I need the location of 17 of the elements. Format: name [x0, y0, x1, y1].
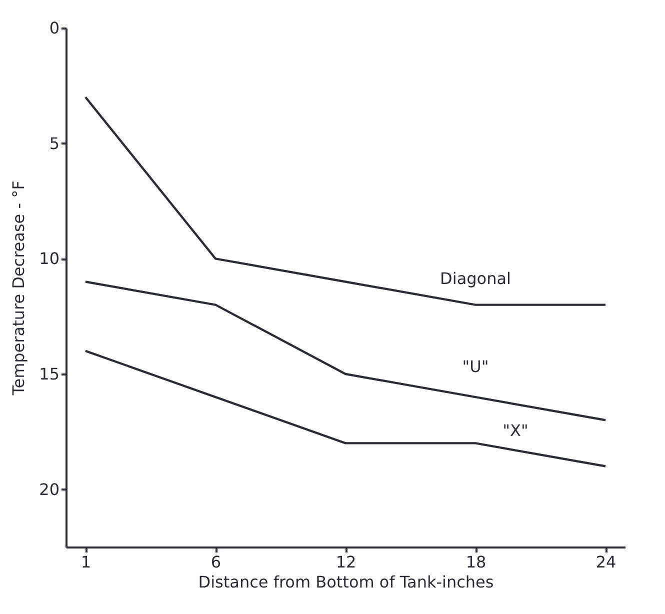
series-label: "X" — [502, 421, 528, 440]
series-label: "U" — [462, 357, 489, 376]
x-tick-label: 12 — [336, 552, 356, 572]
y-tick-label: 5 — [49, 134, 60, 153]
x-tick-label: 24 — [596, 552, 616, 572]
y-axis-title: Temperature Decrease - °F — [9, 180, 28, 396]
x-axis-title: Distance from Bottom of Tank-inches — [198, 572, 494, 592]
y-tick-label: 15 — [39, 364, 60, 384]
x-tick-label: 1 — [80, 552, 92, 572]
x-tick-label: 18 — [466, 552, 486, 572]
line-series — [84, 96, 607, 306]
y-tick-label: 0 — [49, 18, 60, 38]
y-tick-label: 10 — [39, 249, 60, 268]
y-tick-label: 20 — [39, 480, 60, 499]
line-series — [84, 350, 607, 468]
series-label: Diagonal — [440, 268, 511, 288]
x-tick-label: 6 — [210, 552, 222, 572]
